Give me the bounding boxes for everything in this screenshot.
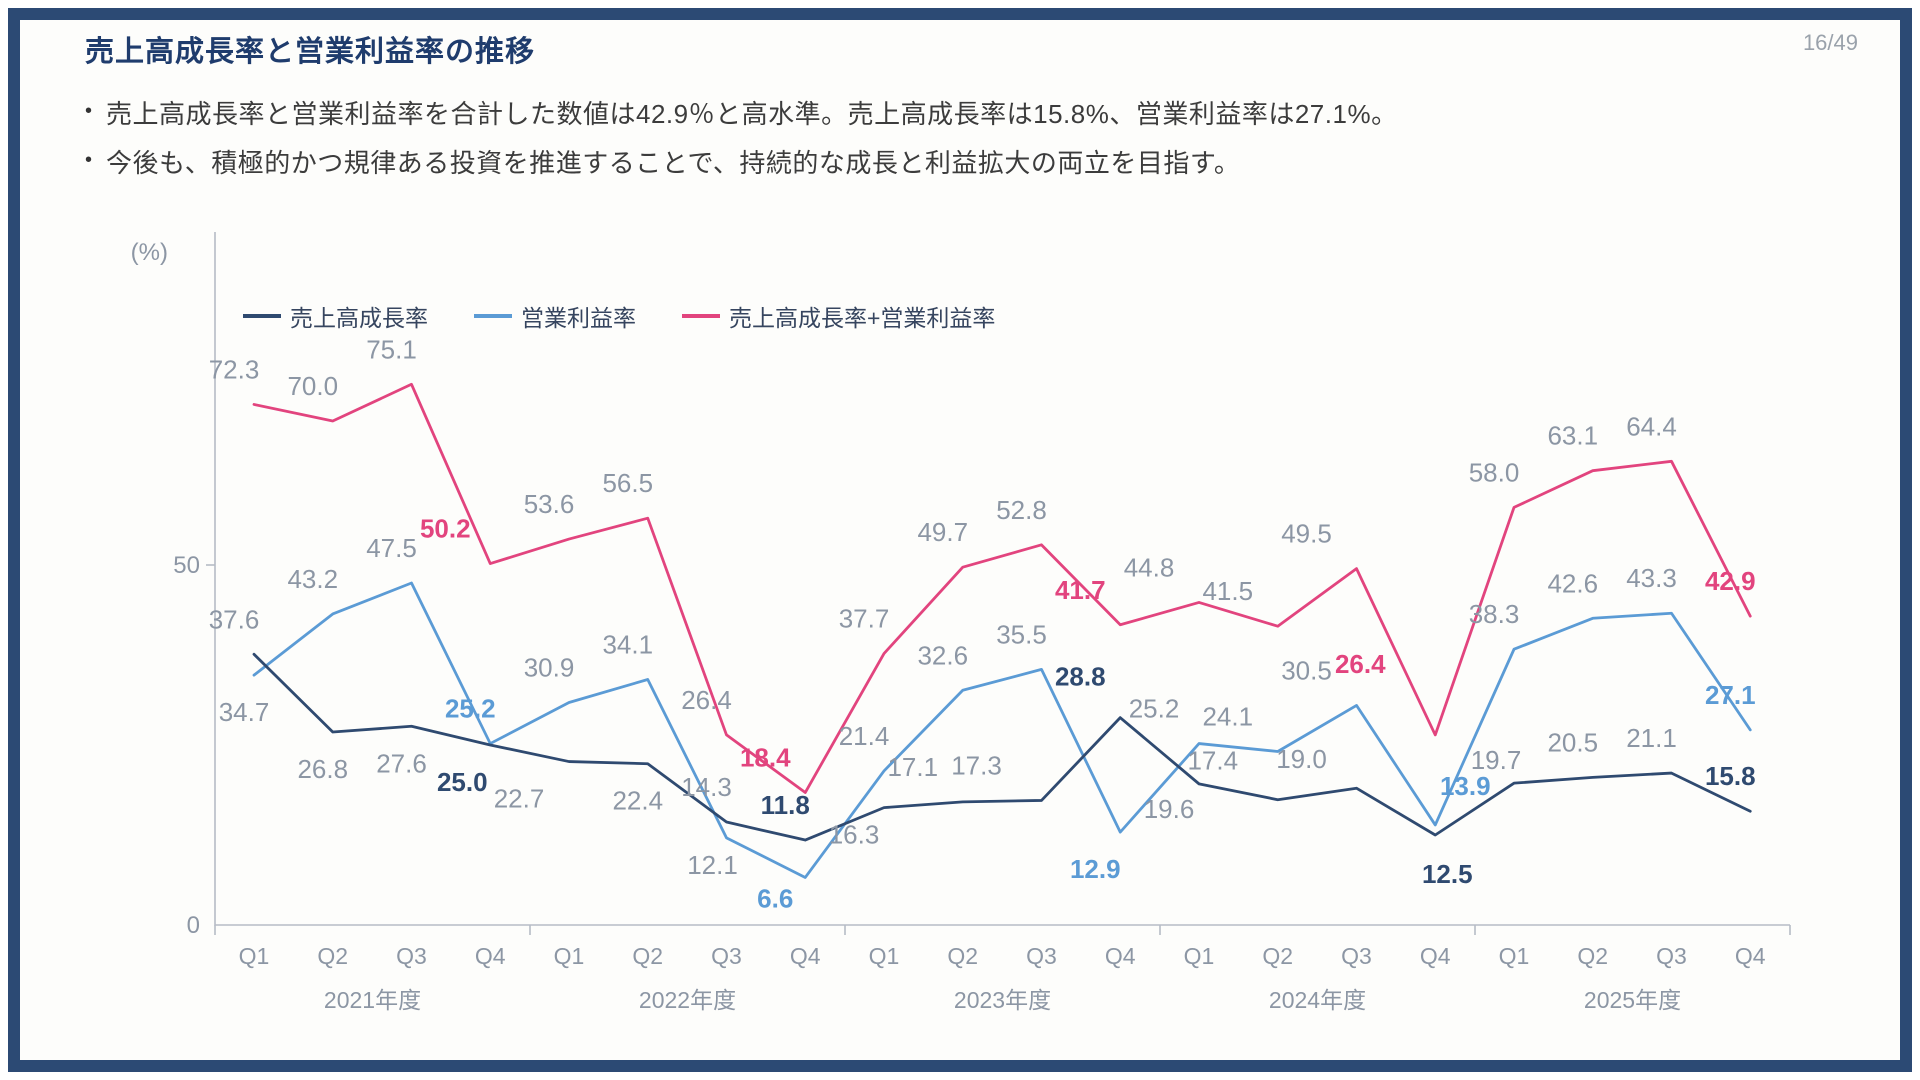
bullet-dot-icon: • <box>85 100 93 122</box>
bullet-dot-icon: • <box>85 149 93 171</box>
bullet-list: • 売上高成長率と営業利益率を合計した数値は42.9％と高水準。売上高成長率は1… <box>85 94 1398 192</box>
line-swatch-icon <box>682 314 720 318</box>
legend-item-revenue-growth: 売上高成長率 <box>243 299 428 333</box>
page-title: 売上高成長率と営業利益率の推移 <box>85 36 536 68</box>
bullet-item: • 売上高成長率と営業利益率を合計した数値は42.9％と高水準。売上高成長率は1… <box>85 94 1398 131</box>
bullet-text: 売上高成長率と営業利益率を合計した数値は42.9％と高水準。売上高成長率は15.… <box>106 99 1398 129</box>
chart-legend: 売上高成長率 営業利益率 売上高成長率+営業利益率 <box>243 299 995 333</box>
page-number: 16/49 <box>1802 30 1858 55</box>
legend-item-combined: 売上高成長率+営業利益率 <box>682 299 995 333</box>
line-swatch-icon <box>243 314 281 318</box>
bullet-item: • 今後も、積極的かつ規律ある投資を推進することで、持続的な成長と利益拡大の両立… <box>85 143 1398 180</box>
bullet-text: 今後も、積極的かつ規律ある投資を推進することで、持続的な成長と利益拡大の両立を目… <box>106 148 1241 178</box>
legend-item-operating-margin: 営業利益率 <box>474 299 636 333</box>
line-swatch-icon <box>474 314 512 318</box>
